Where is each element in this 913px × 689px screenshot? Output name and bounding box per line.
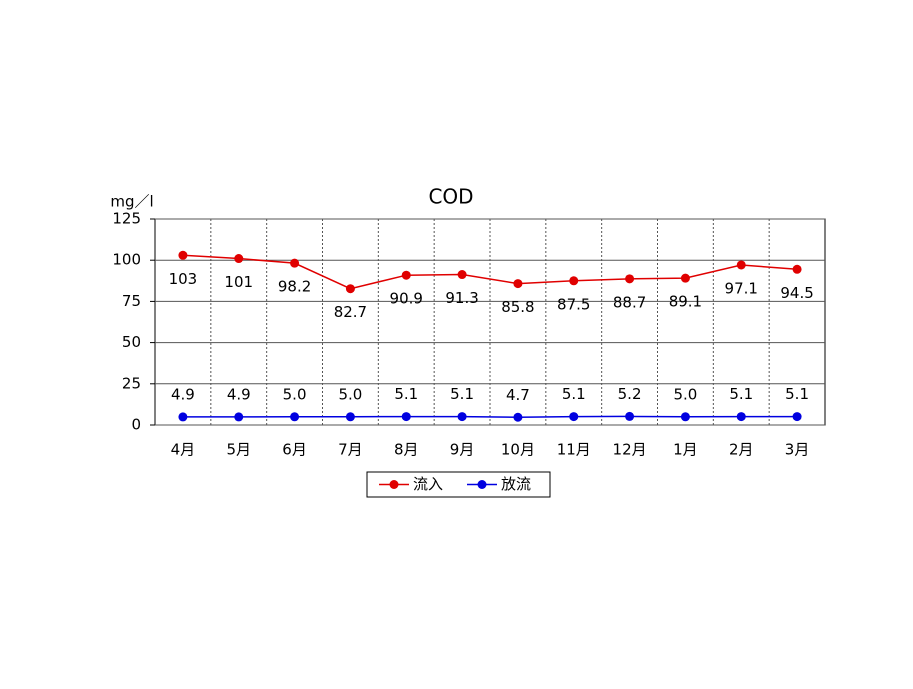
point bbox=[345, 412, 355, 422]
data-label: 97.1 bbox=[725, 279, 758, 297]
y-tick-label: 75 bbox=[122, 292, 141, 310]
point bbox=[625, 411, 635, 421]
data-label: 5.1 bbox=[450, 385, 474, 403]
plot-area bbox=[154, 218, 826, 426]
point bbox=[457, 270, 467, 280]
point bbox=[792, 412, 802, 422]
x-tick-label: 9月 bbox=[450, 441, 475, 459]
y-tick-label: 125 bbox=[112, 210, 141, 228]
legend-marker bbox=[477, 480, 487, 489]
point bbox=[457, 412, 467, 422]
data-label: 85.8 bbox=[501, 298, 534, 316]
legend-label: 流入 bbox=[413, 475, 443, 493]
data-label: 91.3 bbox=[445, 289, 478, 307]
x-tick-label: 4月 bbox=[171, 441, 196, 459]
data-label: 89.1 bbox=[669, 293, 702, 311]
data-label: 82.7 bbox=[334, 303, 367, 321]
data-label: 103 bbox=[169, 270, 198, 288]
point bbox=[569, 276, 579, 286]
point bbox=[290, 258, 300, 268]
x-tick-label: 1月 bbox=[673, 441, 698, 459]
y-tick-label: 100 bbox=[112, 251, 141, 269]
data-label: 98.2 bbox=[278, 278, 311, 296]
data-label: 5.0 bbox=[338, 385, 362, 403]
x-tick-label: 7月 bbox=[338, 441, 363, 459]
point bbox=[569, 412, 579, 422]
legend-label: 放流 bbox=[501, 475, 531, 493]
data-label: 4.9 bbox=[227, 385, 251, 403]
data-label: 5.1 bbox=[394, 385, 418, 403]
point bbox=[792, 264, 802, 274]
data-label: 101 bbox=[224, 273, 253, 291]
y-tick-label: 50 bbox=[122, 333, 141, 351]
x-tick-label: 11月 bbox=[557, 441, 591, 459]
data-label: 5.0 bbox=[673, 385, 697, 403]
point bbox=[680, 412, 690, 422]
point bbox=[234, 254, 244, 264]
point bbox=[345, 284, 355, 294]
x-tick-label: 6月 bbox=[282, 441, 307, 459]
point bbox=[513, 412, 523, 422]
data-label: 4.9 bbox=[171, 385, 195, 403]
series-line bbox=[182, 415, 798, 419]
data-label: 5.1 bbox=[785, 385, 809, 403]
data-label: 90.9 bbox=[390, 290, 423, 308]
point bbox=[401, 412, 411, 422]
point bbox=[234, 412, 244, 422]
point bbox=[625, 274, 635, 284]
x-tick-label: 10月 bbox=[501, 441, 535, 459]
point bbox=[736, 412, 746, 422]
x-tick-label: 8月 bbox=[394, 441, 419, 459]
data-label: 5.1 bbox=[729, 385, 753, 403]
x-tick-label: 12月 bbox=[613, 441, 647, 459]
y-tick-label: 0 bbox=[131, 416, 141, 434]
data-label: 5.1 bbox=[562, 385, 586, 403]
chart-title: COD bbox=[428, 185, 473, 209]
point bbox=[680, 273, 690, 283]
point bbox=[736, 260, 746, 270]
x-tick-label: 3月 bbox=[785, 441, 810, 459]
y-tick-label: 25 bbox=[122, 374, 141, 392]
data-label: 88.7 bbox=[613, 293, 646, 311]
x-tick-label: 5月 bbox=[226, 441, 251, 459]
data-label: 5.0 bbox=[283, 385, 307, 403]
point bbox=[513, 279, 523, 289]
point bbox=[178, 250, 188, 260]
legend-marker bbox=[389, 480, 399, 489]
point bbox=[178, 412, 188, 422]
data-label: 4.7 bbox=[506, 386, 530, 404]
point bbox=[401, 270, 411, 280]
point bbox=[290, 412, 300, 422]
data-label: 94.5 bbox=[780, 284, 813, 302]
data-label: 87.5 bbox=[557, 295, 590, 313]
y-axis-unit: mg／l bbox=[110, 193, 153, 211]
x-tick-label: 2月 bbox=[729, 441, 754, 459]
data-label: 5.2 bbox=[618, 385, 642, 403]
series-line bbox=[182, 254, 798, 290]
